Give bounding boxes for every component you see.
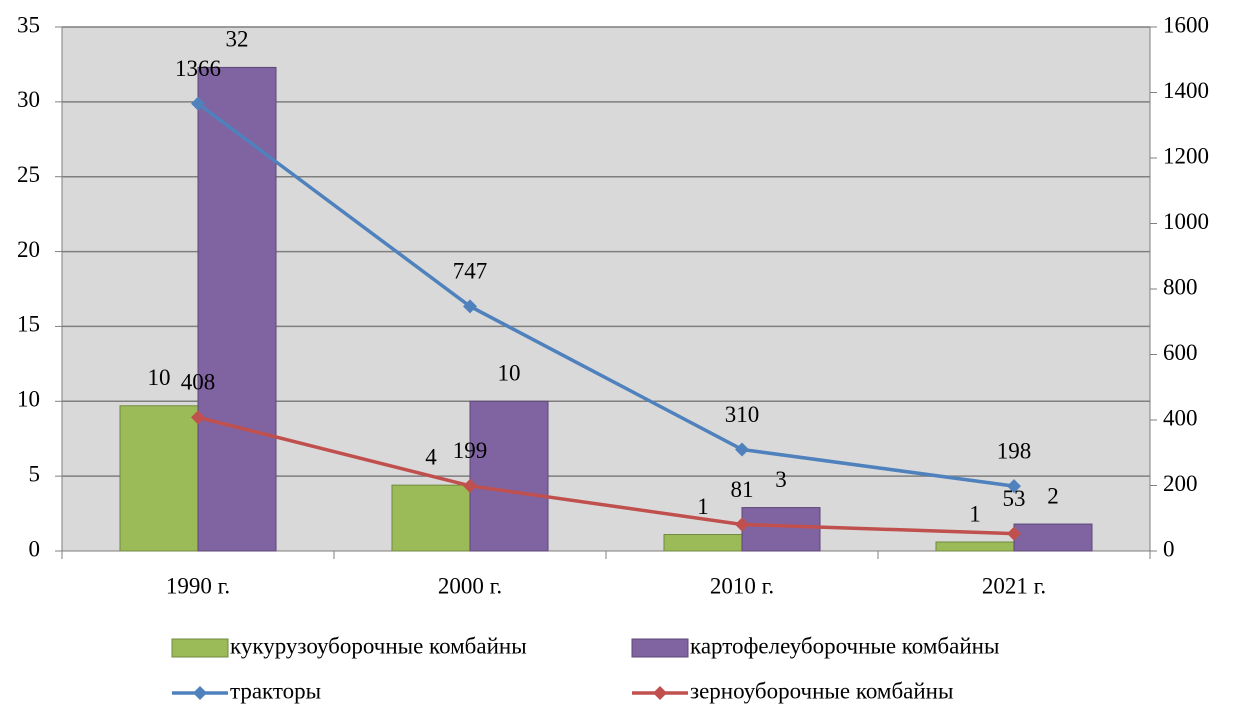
bar <box>741 507 821 552</box>
point <box>191 410 205 425</box>
legend-label: кукурузоуборочные комбайны <box>230 633 527 658</box>
x-tick-label: 2021 г. <box>982 573 1046 598</box>
data-label: 1 <box>697 494 709 519</box>
legend-swatch <box>631 638 689 658</box>
y-tick-label: 35 <box>17 12 40 37</box>
data-label: 3 <box>775 467 787 492</box>
data-label: 408 <box>181 370 216 395</box>
data-label: 4 <box>425 444 437 469</box>
x-tick-label: 2000 г. <box>438 573 502 598</box>
y2-tick-label: 1400 <box>1163 78 1209 103</box>
bar <box>663 534 743 552</box>
bar <box>469 400 549 552</box>
y2-tick-label: 800 <box>1163 274 1198 299</box>
data-label: 2 <box>1047 483 1059 508</box>
point <box>1007 479 1021 494</box>
legend-marker <box>193 686 207 700</box>
line <box>197 415 1015 536</box>
y2-tick-label: 1600 <box>1163 12 1209 37</box>
data-label: 53 <box>1003 486 1026 511</box>
data-label: 198 <box>997 438 1032 463</box>
data-label: 1 <box>969 501 981 526</box>
y-tick-label: 0 <box>29 536 41 561</box>
x-tick-label: 2010 г. <box>710 573 774 598</box>
line <box>196 102 1015 488</box>
data-label: 10 <box>498 361 521 386</box>
y-tick-label: 5 <box>29 461 41 486</box>
y-tick-label: 10 <box>17 387 40 412</box>
legend-swatch <box>171 638 229 658</box>
legend-label: зерноуборочные комбайны <box>690 678 953 703</box>
data-label: 1366 <box>175 56 221 81</box>
bar <box>391 484 471 552</box>
x-tick-label: 1990 г. <box>166 573 230 598</box>
point <box>463 478 477 493</box>
point <box>735 517 749 532</box>
data-label: 310 <box>725 402 760 427</box>
y2-tick-label: 1000 <box>1163 209 1209 234</box>
y2-tick-label: 200 <box>1163 471 1198 496</box>
legend-label: тракторы <box>230 678 321 703</box>
y-tick-label: 30 <box>17 87 40 112</box>
data-label: 81 <box>731 477 754 502</box>
legend-marker <box>653 686 667 700</box>
point <box>1007 526 1021 541</box>
data-label: 199 <box>453 438 488 463</box>
y-tick-label: 15 <box>17 312 40 337</box>
data-label: 747 <box>453 259 488 284</box>
point <box>463 299 477 314</box>
bar <box>197 66 277 552</box>
y2-tick-label: 400 <box>1163 405 1198 430</box>
data-label: 32 <box>226 27 249 52</box>
y2-tick-label: 1200 <box>1163 143 1209 168</box>
point <box>191 96 205 111</box>
y-tick-label: 25 <box>17 162 40 187</box>
y2-tick-label: 600 <box>1163 340 1198 365</box>
data-label: 10 <box>148 365 171 390</box>
y2-tick-label: 0 <box>1163 536 1175 561</box>
bar <box>1013 523 1093 552</box>
point <box>735 442 749 457</box>
bar <box>119 405 199 552</box>
legend-label: картофелеуборочные комбайны <box>690 633 999 658</box>
bar <box>935 541 1015 552</box>
y-tick-label: 20 <box>17 237 40 262</box>
